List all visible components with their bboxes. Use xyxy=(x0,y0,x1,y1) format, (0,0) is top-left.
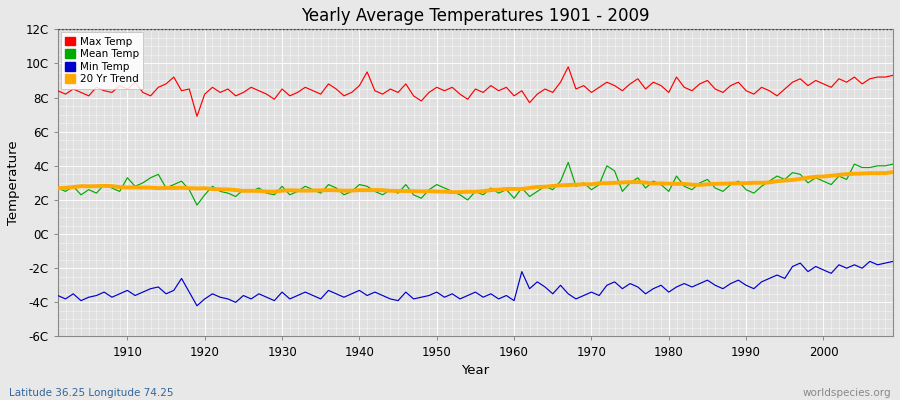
X-axis label: Year: Year xyxy=(462,364,490,377)
Y-axis label: Temperature: Temperature xyxy=(7,140,20,225)
Text: worldspecies.org: worldspecies.org xyxy=(803,388,891,398)
Title: Yearly Average Temperatures 1901 - 2009: Yearly Average Temperatures 1901 - 2009 xyxy=(302,7,650,25)
Text: Latitude 36.25 Longitude 74.25: Latitude 36.25 Longitude 74.25 xyxy=(9,388,174,398)
Legend: Max Temp, Mean Temp, Min Temp, 20 Yr Trend: Max Temp, Mean Temp, Min Temp, 20 Yr Tre… xyxy=(61,32,143,88)
